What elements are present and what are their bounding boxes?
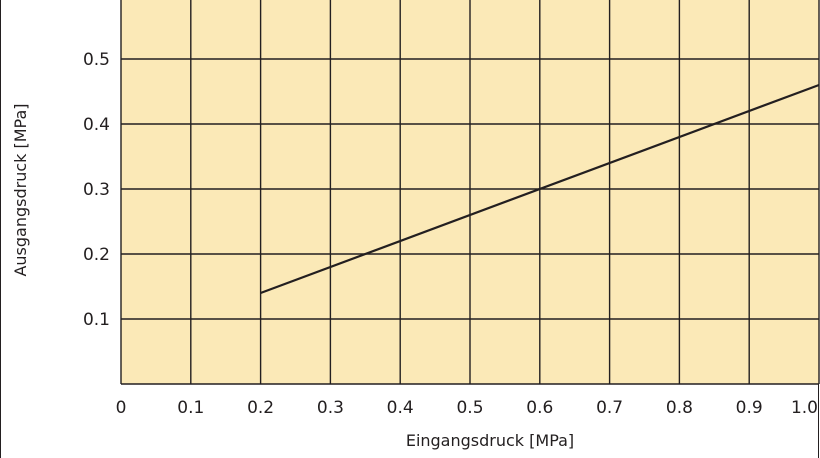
y-tick-label: 0.3 [83,180,110,200]
x-tick-label: 0.4 [387,398,414,418]
x-tick-label: 0.7 [596,398,623,418]
y-tick-label: 0.1 [83,310,110,330]
vertical-gridlines [120,0,820,384]
x-tick-label: 0.9 [736,398,763,418]
y-axis-title: Ausgangsdruck [MPa] [11,103,30,276]
y-tick-label: 0.5 [83,50,110,70]
x-tick-labels: 0 0.1 0.2 0.3 0.4 0.5 0.6 0.7 0.8 0.9 1.0 [116,398,818,418]
series-layer [260,83,820,295]
x-tick-label: 0.2 [247,398,274,418]
x-tick-label: 1.0 [791,398,818,418]
x-tick-label: 0 [116,398,127,418]
x-axis-title: Eingangsdruck [MPa] [406,431,574,450]
y-tick-labels: 0.1 0.2 0.3 0.4 0.5 [83,50,110,330]
y-tick-label: 0.2 [83,245,110,265]
x-tick-label: 0.1 [177,398,204,418]
x-tick-label: 0.6 [526,398,553,418]
series-line [260,83,820,295]
x-tick-label: 0.8 [666,398,693,418]
y-tick-label: 0.4 [83,115,110,135]
horizontal-gridlines [121,58,819,385]
x-tick-label: 0.3 [317,398,344,418]
x-tick-label: 0.5 [456,398,483,418]
